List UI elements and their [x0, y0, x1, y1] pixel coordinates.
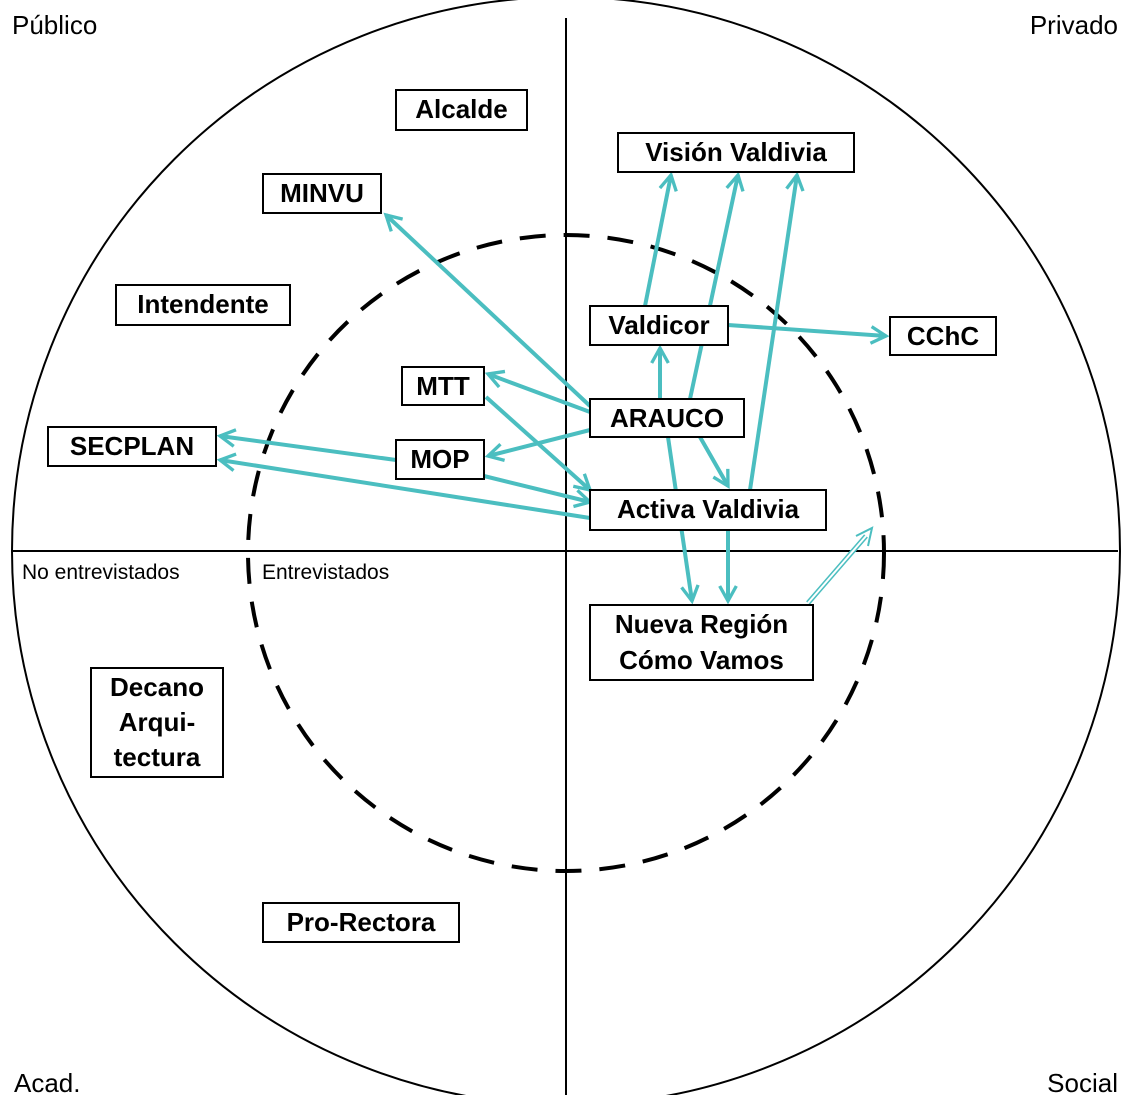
node: Activa Valdivia: [589, 489, 827, 531]
node-label: Arqui-: [119, 707, 196, 737]
arrow: [748, 175, 797, 491]
node-label: Valdicor: [608, 310, 709, 340]
ring-label: Entrevistados: [262, 561, 389, 584]
node-label: MTT: [416, 371, 470, 401]
node: Visión Valdivia: [617, 132, 855, 173]
arrow: [220, 436, 397, 462]
node-label: SECPLAN: [70, 431, 194, 461]
node-label: MOP: [410, 444, 469, 474]
node: ARAUCO: [589, 398, 745, 438]
node: MOP: [395, 439, 485, 480]
arrow: [643, 175, 671, 307]
corner-label: Privado: [1030, 10, 1118, 40]
node: Intendente: [115, 284, 291, 326]
node-label: ARAUCO: [610, 403, 724, 433]
node: MTT: [401, 366, 485, 406]
node-label: Intendente: [137, 289, 268, 319]
node-label: CChC: [907, 321, 979, 351]
node: Pro-Rectora: [262, 902, 460, 943]
node: Nueva Región Cómo Vamos: [589, 604, 814, 681]
node: Alcalde: [395, 89, 528, 131]
arrow: [484, 395, 590, 490]
arrow: [483, 474, 590, 502]
corner-label: Público: [12, 10, 97, 40]
ring-label: No entrevistados: [22, 561, 180, 584]
arrows: [220, 175, 886, 605]
arrow: [688, 175, 738, 400]
node-label: Activa Valdivia: [617, 494, 800, 524]
node: MINVU: [262, 173, 382, 214]
arrow: [386, 215, 592, 408]
node: Valdicor: [589, 305, 729, 346]
node-label: MINVU: [280, 178, 364, 208]
arrow: [488, 374, 591, 414]
node-label: Visión Valdivia: [645, 137, 827, 167]
node-label: Nueva Región: [615, 609, 788, 639]
node: Decano Arqui- tectura: [90, 667, 224, 778]
corner-label: Social: [1047, 1068, 1118, 1095]
arrow: [698, 436, 730, 486]
arrow: [727, 323, 886, 336]
arrow: [220, 460, 591, 520]
node-label: Alcalde: [415, 94, 508, 124]
node: CChC: [889, 316, 997, 356]
node-label: tectura: [114, 742, 201, 772]
corner-label: Acad.: [14, 1068, 81, 1095]
node: SECPLAN: [47, 426, 217, 467]
node-label: Cómo Vamos: [619, 645, 784, 675]
hollow-arrow: [806, 526, 874, 605]
node-label: Decano: [110, 672, 204, 702]
node-label: Pro-Rectora: [287, 907, 436, 937]
